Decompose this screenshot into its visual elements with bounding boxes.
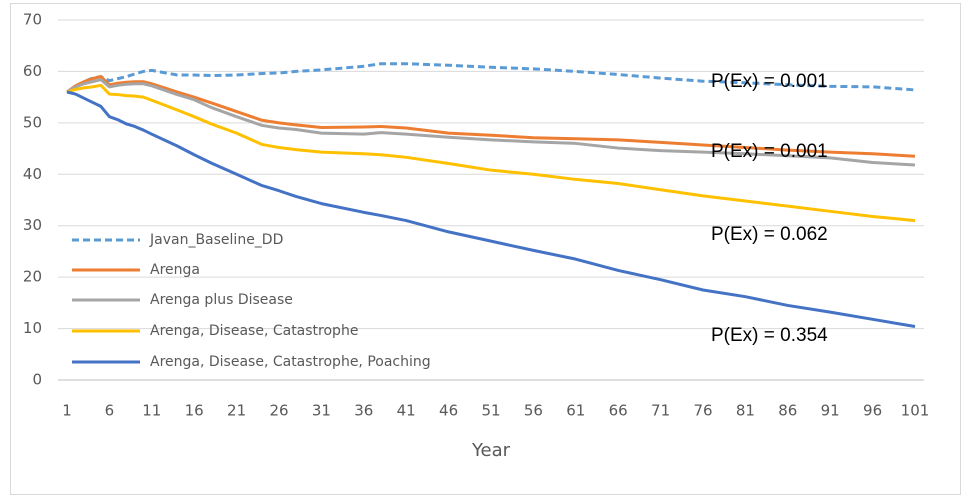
x-tick-label: 71 bbox=[651, 402, 670, 420]
y-tick-label: 70 bbox=[23, 11, 42, 29]
legend-label: Arenga, Disease, Catastrophe, Poaching bbox=[150, 354, 431, 370]
series-line bbox=[66, 75, 916, 158]
x-tick-label: 66 bbox=[609, 402, 628, 420]
x-tick-label: 26 bbox=[269, 402, 288, 420]
y-tick-label: 0 bbox=[32, 371, 42, 389]
x-tick-label: 76 bbox=[693, 402, 712, 420]
y-tick-label: 40 bbox=[23, 165, 42, 183]
series-line bbox=[66, 78, 916, 167]
annotation: P(Ex) = 0.062 bbox=[711, 224, 828, 245]
x-tick-label: 36 bbox=[354, 402, 373, 420]
x-tick-label: 81 bbox=[736, 402, 755, 420]
annotation: P(Ex) = 0.001 bbox=[711, 71, 828, 92]
y-tick-label: 20 bbox=[23, 268, 42, 286]
annotation: P(Ex) = 0.354 bbox=[711, 325, 828, 346]
x-tick-label: 86 bbox=[778, 402, 797, 420]
series-line bbox=[66, 83, 916, 223]
annotation: P(Ex) = 0.001 bbox=[711, 141, 828, 162]
y-tick-label: 10 bbox=[23, 319, 42, 337]
x-tick-label: 96 bbox=[863, 402, 882, 420]
legend-label: Javan_Baseline_DD bbox=[149, 232, 283, 248]
y-tick-label: 50 bbox=[23, 113, 42, 131]
x-tick-label: 6 bbox=[105, 402, 115, 420]
x-tick-label: 61 bbox=[566, 402, 585, 420]
x-tick-label: 101 bbox=[901, 402, 930, 420]
y-tick-label: 30 bbox=[23, 216, 42, 234]
x-tick-label: 16 bbox=[185, 402, 204, 420]
x-tick-label: 56 bbox=[524, 402, 543, 420]
series-line bbox=[66, 90, 916, 328]
x-tick-label: 51 bbox=[481, 402, 500, 420]
x-tick-label: 1 bbox=[62, 402, 72, 420]
x-tick-label: 21 bbox=[227, 402, 246, 420]
legend-label: Arenga plus Disease bbox=[150, 292, 293, 308]
series-line bbox=[66, 62, 916, 94]
y-tick-label: 60 bbox=[23, 62, 42, 80]
x-tick-label: 11 bbox=[142, 402, 161, 420]
x-tick-label: 41 bbox=[397, 402, 416, 420]
x-tick-label: 91 bbox=[821, 402, 840, 420]
x-axis-label: Year bbox=[471, 440, 511, 461]
x-tick-label: 31 bbox=[312, 402, 331, 420]
legend-label: Arenga, Disease, Catastrophe bbox=[150, 323, 358, 339]
x-tick-label: 46 bbox=[439, 402, 458, 420]
legend-label: Arenga bbox=[150, 262, 200, 278]
